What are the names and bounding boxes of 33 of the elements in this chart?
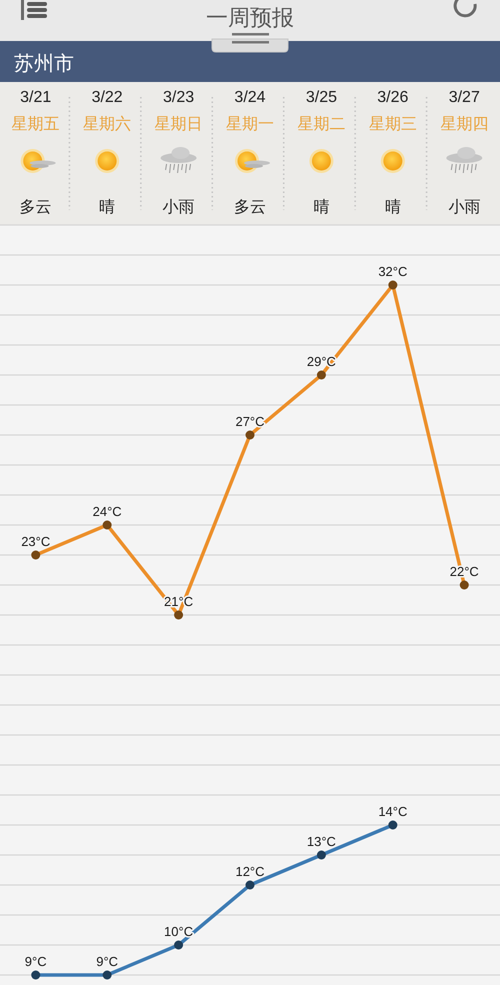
- x-tick-label: 3/22: [92, 89, 123, 106]
- data-label: 23°C: [21, 534, 50, 549]
- x-tick-label: 3/27: [448, 89, 480, 106]
- chart-title: 一周预报: [206, 5, 294, 30]
- text: 星期日: [154, 115, 203, 133]
- data-label: 13°C: [306, 834, 336, 849]
- x-tick-label: 3/25: [306, 89, 338, 106]
- text: 多云: [234, 198, 266, 216]
- data-label: 27°C: [235, 414, 265, 429]
- text: 晴: [99, 198, 116, 216]
- chart-subtitle: 苏州市: [14, 53, 74, 75]
- text: 星期五: [12, 115, 60, 133]
- text: 星期二: [297, 115, 346, 133]
- x-tick-label: 3/23: [163, 89, 194, 106]
- text: 晴: [313, 198, 330, 216]
- data-label: 9°C: [96, 954, 118, 969]
- text: 星期三: [368, 115, 417, 133]
- text: 小雨: [448, 198, 480, 216]
- data-label: 24°C: [92, 504, 122, 519]
- text: 多云: [20, 198, 52, 216]
- text: 星期六: [83, 115, 132, 133]
- x-tick-label: 3/21: [20, 89, 52, 106]
- text: 星期四: [440, 115, 488, 133]
- x-tick-label: 3/26: [377, 89, 409, 106]
- text: 小雨: [162, 198, 195, 216]
- text: 晴: [384, 198, 401, 216]
- data-label: 10°C: [164, 924, 194, 939]
- data-label: 9°C: [24, 954, 47, 969]
- data-label: 32°C: [378, 264, 408, 279]
- text: 星期一: [226, 115, 274, 133]
- data-label: 14°C: [378, 804, 408, 819]
- data-label: 12°C: [235, 864, 265, 879]
- x-tick-label: 3/24: [234, 89, 266, 106]
